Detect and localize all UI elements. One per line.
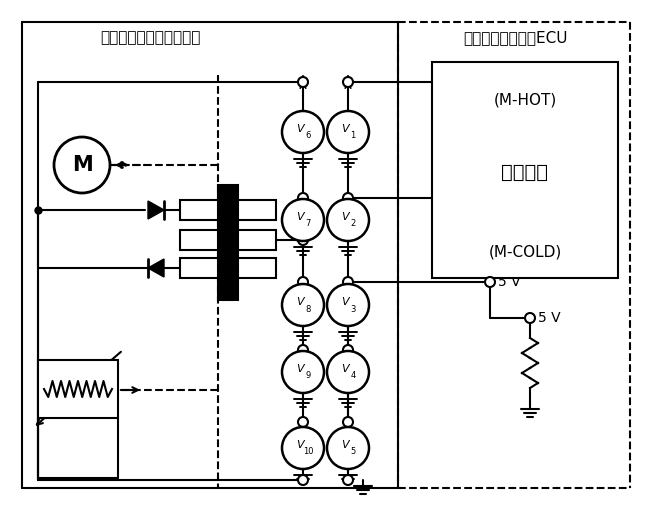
Circle shape [298, 277, 308, 287]
FancyBboxPatch shape [238, 230, 276, 250]
Text: 1: 1 [351, 132, 356, 141]
Circle shape [327, 351, 369, 393]
Circle shape [525, 313, 535, 323]
Text: 6: 6 [305, 132, 310, 141]
Text: 5: 5 [351, 448, 356, 457]
Text: オート・エアコンECU: オート・エアコンECU [463, 30, 567, 46]
FancyBboxPatch shape [238, 258, 276, 278]
FancyBboxPatch shape [218, 185, 238, 300]
Circle shape [343, 77, 353, 87]
Text: V: V [341, 212, 349, 222]
FancyBboxPatch shape [180, 230, 218, 250]
Circle shape [298, 345, 308, 355]
Circle shape [327, 427, 369, 469]
Circle shape [343, 417, 353, 427]
Circle shape [282, 199, 324, 241]
Text: V: V [341, 124, 349, 134]
Text: V: V [341, 364, 349, 374]
Text: V: V [341, 297, 349, 307]
Text: V: V [296, 364, 304, 374]
Circle shape [282, 351, 324, 393]
Text: 4: 4 [351, 371, 356, 380]
Circle shape [343, 345, 353, 355]
Text: V: V [296, 212, 304, 222]
Text: 10: 10 [303, 448, 313, 457]
Circle shape [298, 77, 308, 87]
Circle shape [343, 475, 353, 485]
Text: エア・ミックス・モータ: エア・ミックス・モータ [100, 30, 200, 46]
Text: V: V [296, 440, 304, 450]
Text: 駆動回路: 駆動回路 [502, 163, 548, 181]
FancyBboxPatch shape [38, 360, 118, 418]
Text: V: V [296, 297, 304, 307]
Circle shape [298, 193, 308, 203]
Text: (M-HOT): (M-HOT) [493, 92, 557, 108]
Circle shape [54, 137, 110, 193]
Circle shape [343, 193, 353, 203]
Text: 3: 3 [351, 304, 356, 313]
Circle shape [298, 235, 308, 245]
Circle shape [485, 277, 495, 287]
Text: 9: 9 [305, 371, 310, 380]
Text: V: V [296, 124, 304, 134]
Circle shape [282, 284, 324, 326]
Circle shape [282, 111, 324, 153]
Circle shape [327, 111, 369, 153]
Circle shape [327, 199, 369, 241]
Text: 5 V: 5 V [538, 311, 561, 325]
Circle shape [343, 277, 353, 287]
Circle shape [327, 284, 369, 326]
FancyBboxPatch shape [432, 62, 618, 278]
Text: 8: 8 [305, 304, 310, 313]
FancyBboxPatch shape [238, 200, 276, 220]
Text: 5 V: 5 V [498, 275, 520, 289]
Circle shape [282, 427, 324, 469]
Text: (M-COLD): (M-COLD) [489, 244, 562, 260]
Polygon shape [148, 259, 164, 277]
Text: 7: 7 [305, 219, 310, 229]
FancyBboxPatch shape [180, 258, 218, 278]
FancyBboxPatch shape [180, 200, 218, 220]
Text: V: V [341, 440, 349, 450]
Text: 2: 2 [351, 219, 356, 229]
Circle shape [298, 417, 308, 427]
Polygon shape [148, 201, 164, 219]
Circle shape [298, 475, 308, 485]
Text: M: M [72, 155, 93, 175]
